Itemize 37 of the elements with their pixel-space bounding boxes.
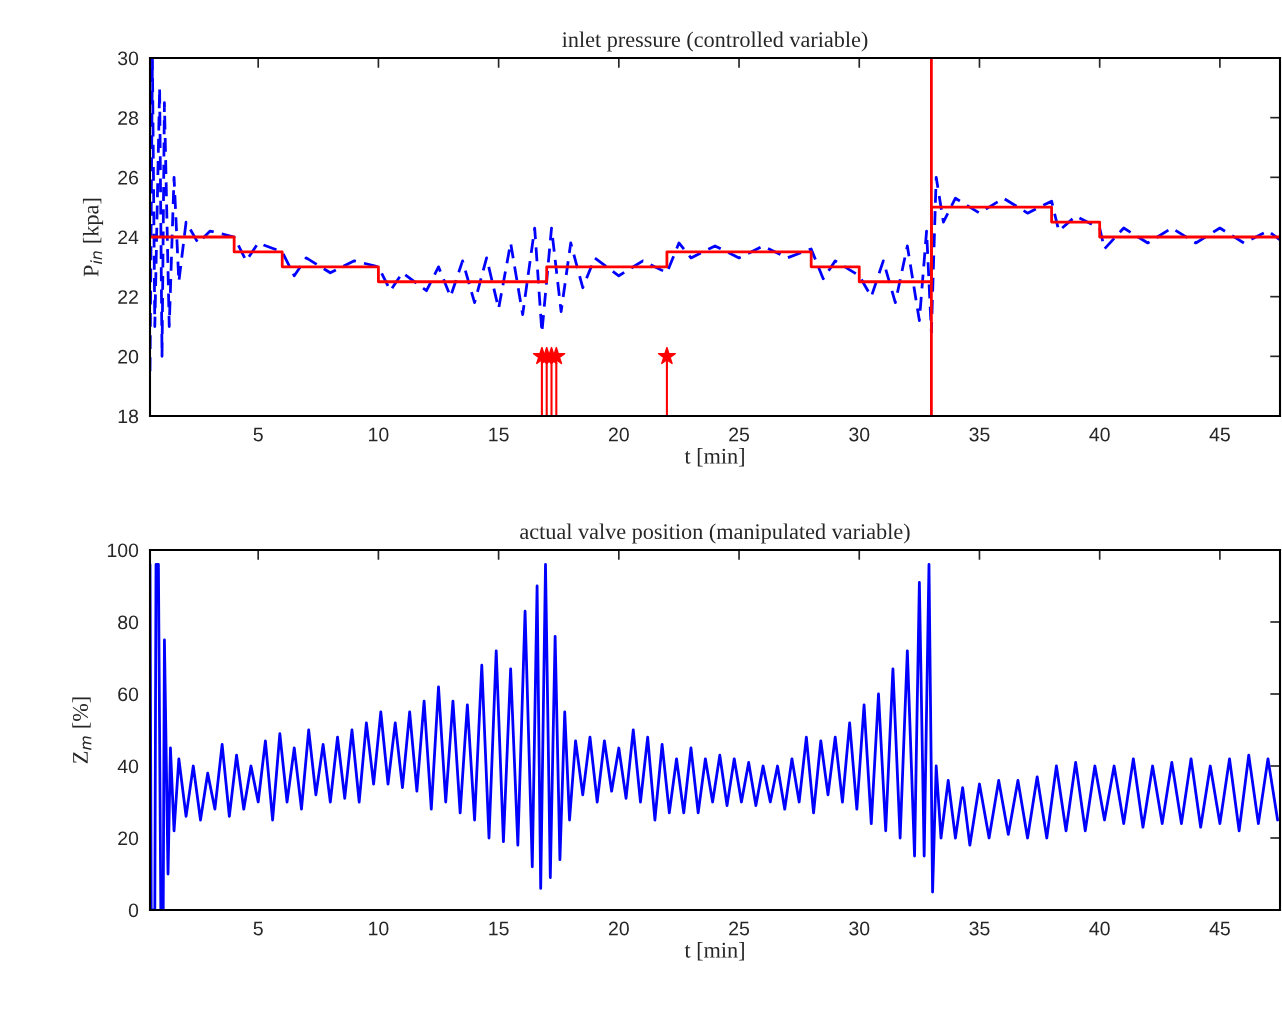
y-axis-title: P$_{in}$ [kpa]: [82, 198, 104, 277]
x-tick-label: 25: [729, 427, 750, 442]
x-tick-label: 40: [1089, 921, 1110, 936]
y-tick-label: 20: [118, 349, 139, 364]
x-tick-label: 20: [609, 921, 629, 936]
x-tick-label: 35: [969, 427, 990, 442]
x-tick-label: 35: [969, 921, 990, 936]
x-axis-title: t [min]: [684, 448, 744, 467]
chart-title: inlet pressure (controlled variable): [562, 31, 868, 52]
x-tick-label: 25: [729, 921, 750, 936]
y-tick-label: 100: [107, 543, 139, 558]
x-tick-label: 20: [609, 427, 629, 442]
y-tick-label: 60: [118, 687, 139, 702]
x-tick-label: 5: [253, 427, 263, 442]
chart-title: actual valve position (manipulated variable): [520, 523, 910, 544]
y-tick-label: 20: [118, 831, 139, 846]
y-tick-label: 30: [118, 51, 139, 66]
x-tick-label: 5: [253, 921, 263, 936]
y-tick-label: 26: [118, 170, 139, 185]
x-tick-label: 30: [849, 427, 870, 442]
x-tick-label: 30: [849, 921, 870, 936]
y-tick-label: 0: [128, 903, 139, 918]
y-tick-label: 22: [118, 290, 138, 304]
x-tick-label: 15: [489, 427, 509, 442]
y-tick-label: 40: [117, 759, 139, 774]
y-tick-label: 28: [118, 111, 139, 125]
x-axis-title: t [min]: [684, 942, 744, 961]
y-tick-label: 80: [118, 615, 139, 630]
y-tick-label: 24: [118, 230, 139, 245]
x-tick-label: 45: [1209, 921, 1230, 936]
x-tick-label: 10: [369, 921, 389, 936]
x-tick-label: 15: [489, 921, 509, 936]
x-tick-label: 40: [1089, 427, 1110, 442]
y-axis-title: Z$_{m}$ [%]: [72, 697, 92, 764]
x-tick-label: 45: [1209, 427, 1230, 442]
x-tick-label: 10: [369, 427, 389, 442]
y-tick-label: 18: [118, 409, 139, 424]
